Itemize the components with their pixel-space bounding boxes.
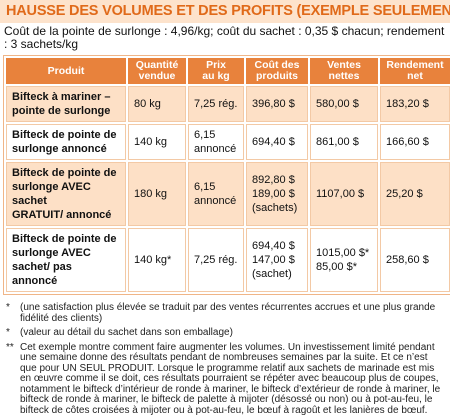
table-cell: 861,00 $ bbox=[310, 124, 378, 160]
note-text: (une satisfaction plus élevée se traduit… bbox=[20, 303, 446, 324]
cell-line: 80 kg bbox=[134, 98, 161, 110]
cell-line: 7,25 rég. bbox=[194, 254, 237, 266]
table-cell: 166,60 $ bbox=[380, 124, 450, 160]
cell-line: surlonge annoncé bbox=[12, 143, 107, 155]
cell-line: sachet/ pas annoncé bbox=[12, 261, 72, 287]
cell-line: surlonge AVEC sachet bbox=[12, 181, 91, 207]
cell-line: 580,00 $ bbox=[316, 98, 359, 110]
cell-line: 892,80 $ bbox=[252, 174, 295, 186]
cell-line: GRATUIT/ annoncé bbox=[12, 209, 111, 221]
table-cell: 1107,00 $ bbox=[310, 162, 378, 226]
cell-line: 85,00 $* bbox=[316, 261, 357, 273]
table-cell: Bifteck à mariner – pointe de surlonge bbox=[6, 86, 126, 122]
cell-line: 25,20 $ bbox=[386, 188, 423, 200]
cell-line: 396,80 $ bbox=[252, 98, 295, 110]
table-cell: 6,15 annoncé bbox=[188, 124, 244, 160]
table-cell: 694,40 $ 147,00 $ (sachet) bbox=[246, 228, 308, 292]
cell-line: 140 kg bbox=[134, 136, 167, 148]
intro: Coût de la pointe de surlonge : 4,96/kg;… bbox=[0, 23, 450, 53]
cell-line: produits bbox=[256, 70, 298, 82]
table-row: Bifteck de pointe de surlonge AVEC sachet/… bbox=[6, 228, 450, 292]
cell-line: 258,60 $ bbox=[386, 254, 429, 266]
cell-line: 6,15 bbox=[194, 129, 215, 141]
cell-line: 694,40 $ bbox=[252, 240, 295, 252]
cell-line: 7,25 rég. bbox=[194, 98, 237, 110]
table-cell: 180 kg bbox=[128, 162, 186, 226]
cell-line: net bbox=[407, 70, 423, 82]
cell-line: Produit bbox=[48, 65, 85, 77]
cell-line: vendue bbox=[139, 70, 176, 82]
cell-line: 1107,00 $ bbox=[316, 188, 364, 200]
table-cell: Bifteck de pointe de surlonge AVEC sachet/… bbox=[6, 228, 126, 292]
table-cell: 140 kg bbox=[128, 124, 186, 160]
note-marker: * bbox=[6, 328, 20, 339]
table-row: Bifteck de pointe de surlonge AVEC sachet… bbox=[6, 162, 450, 226]
column-header: Produit bbox=[6, 58, 126, 84]
cell-line: (sachet) bbox=[252, 268, 292, 280]
table-row: Bifteck de pointe de surlonge annoncé 140 … bbox=[6, 124, 450, 160]
note-marker: * bbox=[6, 303, 20, 324]
cell-line: annoncé bbox=[194, 195, 236, 207]
title: HAUSSE DES VOLUMES ET DES PROFITS (EXEMP… bbox=[0, 0, 450, 23]
table-cell: 258,60 $ bbox=[380, 228, 450, 292]
table-cell: 25,20 $ bbox=[380, 162, 450, 226]
table-row: Bifteck à mariner – pointe de surlonge 80 … bbox=[6, 86, 450, 122]
cell-line: Bifteck de pointe de bbox=[12, 129, 117, 141]
table-cell: 694,40 $ bbox=[246, 124, 308, 160]
note: **Cet exemple montre comment faire augme… bbox=[6, 343, 446, 416]
cell-line: 140 kg* bbox=[134, 254, 171, 266]
table-cell: Bifteck de pointe de surlonge annoncé bbox=[6, 124, 126, 160]
table-cell: 396,80 $ bbox=[246, 86, 308, 122]
cell-line: Bifteck à mariner – bbox=[12, 91, 110, 103]
table-cell: 183,20 $ bbox=[380, 86, 450, 122]
notes: *(une satisfaction plus élevée se tradui… bbox=[0, 295, 450, 416]
cell-line: 189,00 $ bbox=[252, 188, 295, 200]
cell-line: 166,60 $ bbox=[386, 136, 429, 148]
cell-line: Bifteck de pointe de bbox=[12, 233, 117, 245]
cell-line: annoncé bbox=[194, 143, 236, 155]
table-cell: 7,25 rég. bbox=[188, 86, 244, 122]
note: *(une satisfaction plus élevée se tradui… bbox=[6, 303, 446, 324]
cell-line: 694,40 $ bbox=[252, 136, 295, 148]
cell-line: Bifteck de pointe de bbox=[12, 167, 117, 179]
cell-line: 180 kg bbox=[134, 188, 167, 200]
table-cell: 580,00 $ bbox=[310, 86, 378, 122]
cell-line: pointe de surlonge bbox=[12, 105, 110, 117]
cell-line: 183,20 $ bbox=[386, 98, 429, 110]
table-cell: 80 kg bbox=[128, 86, 186, 122]
cell-line: 147,00 $ bbox=[252, 254, 295, 266]
cell-line: (sachets) bbox=[252, 202, 297, 214]
table-cell: 6,15 annoncé bbox=[188, 162, 244, 226]
cell-line: 1015,00 $* bbox=[316, 247, 369, 259]
cell-line: nettes bbox=[329, 70, 360, 82]
note-text: (valeur au détail du sachet dans son emb… bbox=[20, 328, 233, 339]
cell-line: surlonge AVEC bbox=[12, 247, 91, 259]
note: *(valeur au détail du sachet dans son em… bbox=[6, 328, 446, 339]
table-cell: 7,25 rég. bbox=[188, 228, 244, 292]
cell-line: 861,00 $ bbox=[316, 136, 359, 148]
cell-line: au kg bbox=[202, 70, 229, 82]
table-cell: Bifteck de pointe de surlonge AVEC sachet… bbox=[6, 162, 126, 226]
table-cell: 1015,00 $* 85,00 $* bbox=[310, 228, 378, 292]
table-body: Bifteck à mariner – pointe de surlonge 80 … bbox=[6, 86, 450, 292]
cell-line: 6,15 bbox=[194, 181, 215, 193]
note-text: Cet exemple montre comment faire augment… bbox=[20, 343, 446, 416]
note-marker: ** bbox=[6, 343, 20, 416]
table-cell: 140 kg* bbox=[128, 228, 186, 292]
table-cell: 892,80 $ 189,00 $ (sachets) bbox=[246, 162, 308, 226]
